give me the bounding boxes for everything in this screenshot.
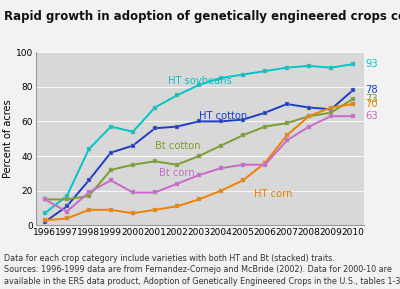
Text: Bt corn: Bt corn <box>159 168 195 178</box>
Text: HT cotton: HT cotton <box>199 111 247 121</box>
Text: Rapid growth in adoption of genetically engineered crops continues in the U.S.: Rapid growth in adoption of genetically … <box>4 10 400 23</box>
Y-axis label: Percent of acres: Percent of acres <box>3 99 13 178</box>
Text: 63: 63 <box>365 111 378 121</box>
Text: 78: 78 <box>365 85 378 95</box>
Text: HT soybeans: HT soybeans <box>168 77 232 86</box>
Text: 93: 93 <box>365 59 378 69</box>
Text: 73: 73 <box>365 94 378 104</box>
Text: 70: 70 <box>365 99 378 109</box>
Text: HT corn: HT corn <box>254 189 292 199</box>
Text: Data for each crop category include varieties with both HT and Bt (stacked) trai: Data for each crop category include vari… <box>4 253 400 286</box>
Text: Bt cotton: Bt cotton <box>155 141 200 151</box>
